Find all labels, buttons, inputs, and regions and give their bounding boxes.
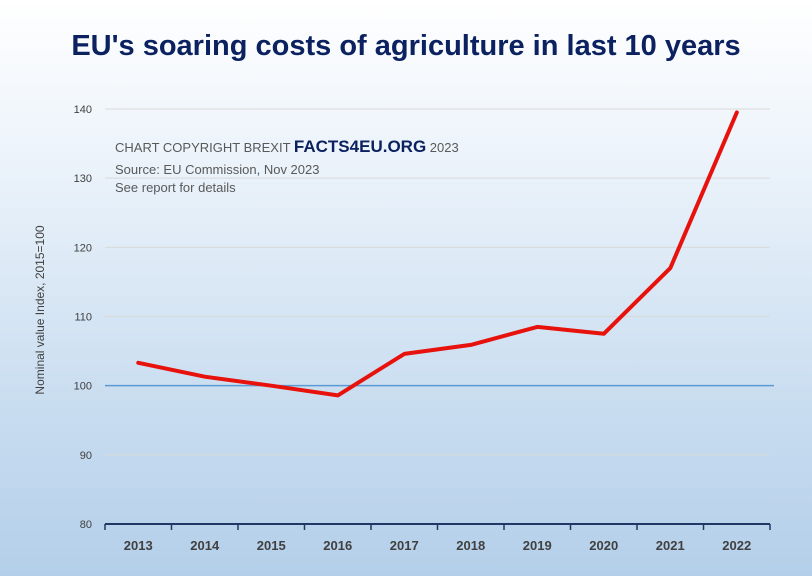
x-tick-label: 2017: [390, 538, 419, 553]
x-tick-label: 2018: [456, 538, 485, 553]
x-tick-label: 2016: [323, 538, 352, 553]
copyright-prefix: CHART COPYRIGHT BREXIT: [115, 140, 291, 155]
copyright-year: 2023: [429, 140, 459, 155]
x-tick-label: 2022: [722, 538, 751, 553]
source-note: Source: EU Commission, Nov 2023: [115, 162, 320, 177]
y-tick-label: 130: [74, 173, 92, 185]
x-tick-label: 2013: [124, 538, 153, 553]
x-tick-label: 2021: [656, 538, 685, 553]
x-tick-label: 2015: [257, 538, 286, 553]
y-tick-label: 110: [74, 312, 92, 324]
y-tick-label: 100: [74, 381, 92, 393]
copyright-line: CHART COPYRIGHT BREXIT FACTS4EU.ORG 2023: [115, 137, 459, 157]
y-axis-label: Nominal value Index, 2015=100: [33, 225, 47, 395]
x-tick-label: 2020: [589, 538, 618, 553]
x-tick-label: 2019: [523, 538, 552, 553]
y-tick-label: 120: [74, 242, 92, 254]
y-tick-label: 90: [80, 450, 92, 462]
y-tick-label: 140: [74, 104, 92, 116]
y-tick-label: 80: [80, 519, 92, 531]
report-note: See report for details: [115, 180, 236, 195]
x-tick-label: 2014: [190, 538, 220, 553]
brand-logo-text: FACTS4EU.ORG: [293, 137, 427, 156]
chart-title: EU's soaring costs of agriculture in las…: [71, 30, 741, 62]
series-line: [136, 110, 739, 398]
